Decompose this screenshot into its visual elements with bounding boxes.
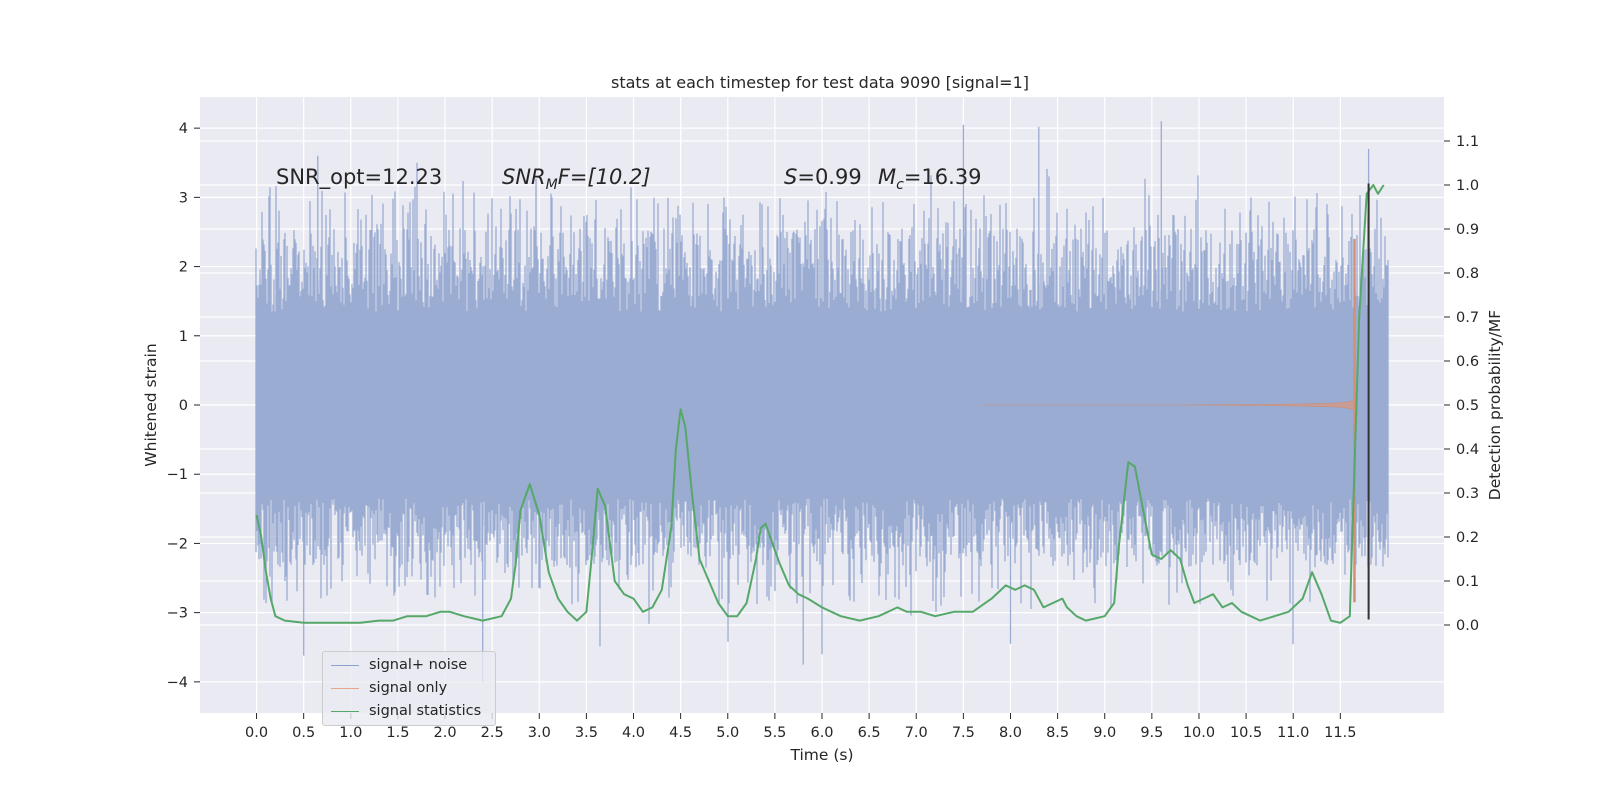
y-left-tick-label: 0 <box>179 398 188 414</box>
signal-statistics-trace <box>255 184 1385 624</box>
y-left-tick-label: 1 <box>179 329 188 345</box>
y-left-tick-label: 3 <box>179 190 188 206</box>
x-tick-label: 9.5 <box>1140 725 1163 741</box>
snr-opt-annotation: SNR_opt=12.23 <box>276 165 442 190</box>
y-right-tick-label: 0.4 <box>1456 442 1479 458</box>
x-tick-label: 4.0 <box>622 725 645 741</box>
y-left-tick-label: −4 <box>167 675 188 691</box>
x-tick-label: 5.5 <box>763 725 786 741</box>
x-tick-label: 2.5 <box>481 725 504 741</box>
y-right-tick-label: 0.8 <box>1456 266 1479 282</box>
x-tick-label: 0.0 <box>245 725 268 741</box>
x-tick-label: 11.5 <box>1324 725 1356 741</box>
x-axis-ticks: 0.0 0.5 1.0 1.5 2.0 2.5 3.0 3.5 4.0 4.5 5.0 5.5 6.0 6… <box>245 713 1356 741</box>
y-right-tick-label: 0.5 <box>1456 398 1479 414</box>
chart-title: stats at each timestep for test data 909… <box>611 73 1029 92</box>
s-annotation: S=0.99 <box>784 165 862 189</box>
legend-label: signal statistics <box>369 703 482 719</box>
x-tick-label: 11.0 <box>1277 725 1309 741</box>
s-symbol: S <box>784 165 797 189</box>
legend-label: signal only <box>369 680 448 696</box>
x-tick-label: 2.0 <box>433 725 456 741</box>
x-tick-label: 10.5 <box>1230 725 1262 741</box>
y-left-tick-label: 4 <box>179 121 188 137</box>
x-tick-label: 6.0 <box>810 725 833 741</box>
snr-mf-annotation: SNRMF=[10.2] <box>502 165 651 193</box>
legend-swatch <box>331 710 359 712</box>
y-right-tick-label: 0.1 <box>1456 574 1479 590</box>
y-left-tick-label: −3 <box>167 606 188 622</box>
mc-subscript: c <box>896 177 904 193</box>
x-tick-label: 3.5 <box>575 725 598 741</box>
snr-mf-symbol: SNR <box>502 165 546 189</box>
mc-annotation: Mc=16.39 <box>878 165 982 193</box>
x-tick-label: 0.5 <box>292 725 315 741</box>
legend-item-signal-statistics: signal statistics <box>323 701 481 721</box>
x-tick-label: 7.0 <box>905 725 928 741</box>
x-axis-label: Time (s) <box>789 746 853 764</box>
y-right-tick-label: 0.2 <box>1456 530 1479 546</box>
y-right-tick-label: 0.0 <box>1456 618 1479 634</box>
statistics-line <box>255 184 1385 624</box>
snr-mf-subscript: M <box>546 177 558 193</box>
legend-item-signal-only: signal only <box>323 678 447 698</box>
y-axis-left-ticks: −4 −3 −2 −1 0 1 2 3 4 <box>167 121 200 691</box>
y-right-tick-label: 1.1 <box>1456 134 1479 150</box>
y-right-tick-label: 0.7 <box>1456 310 1479 326</box>
y-left-tick-label: 2 <box>179 260 188 276</box>
y-axis-right-label: Detection probability/MF <box>1486 310 1504 501</box>
x-tick-label: 6.5 <box>858 725 881 741</box>
y-axis-right-ticks: 0.0 0.1 0.2 0.3 0.4 0.5 0.6 0.7 0.8 0.9 1.0 1.1 <box>1444 134 1479 634</box>
legend-item-signal-noise: signal+ noise <box>323 655 467 675</box>
x-tick-label: 5.0 <box>716 725 739 741</box>
x-tick-label: 8.0 <box>999 725 1022 741</box>
y-axis-left-label: Whitened strain <box>142 343 160 466</box>
x-tick-label: 4.5 <box>669 725 692 741</box>
legend-label: signal+ noise <box>369 657 468 673</box>
y-right-tick-label: 1.0 <box>1456 178 1479 194</box>
legend-swatch <box>331 664 359 666</box>
y-right-tick-label: 0.6 <box>1456 354 1479 370</box>
x-tick-label: 8.5 <box>1046 725 1069 741</box>
x-tick-label: 1.0 <box>339 725 362 741</box>
y-right-tick-label: 0.9 <box>1456 222 1479 238</box>
legend: signal+ noise signal only signal statist… <box>322 651 496 726</box>
x-tick-label: 10.0 <box>1183 725 1215 741</box>
legend-swatch <box>331 687 359 689</box>
x-tick-label: 7.5 <box>952 725 975 741</box>
snr-mf-value: F=[10.2] <box>558 165 651 189</box>
y-left-tick-label: −1 <box>167 467 188 483</box>
x-tick-label: 9.0 <box>1093 725 1116 741</box>
mc-value: =16.39 <box>904 165 982 189</box>
s-value: =0.99 <box>797 165 861 189</box>
mc-symbol: M <box>878 165 896 189</box>
y-right-tick-label: 0.3 <box>1456 486 1479 502</box>
x-tick-label: 1.5 <box>386 725 409 741</box>
y-left-tick-label: −2 <box>167 536 188 552</box>
x-tick-label: 3.0 <box>528 725 551 741</box>
